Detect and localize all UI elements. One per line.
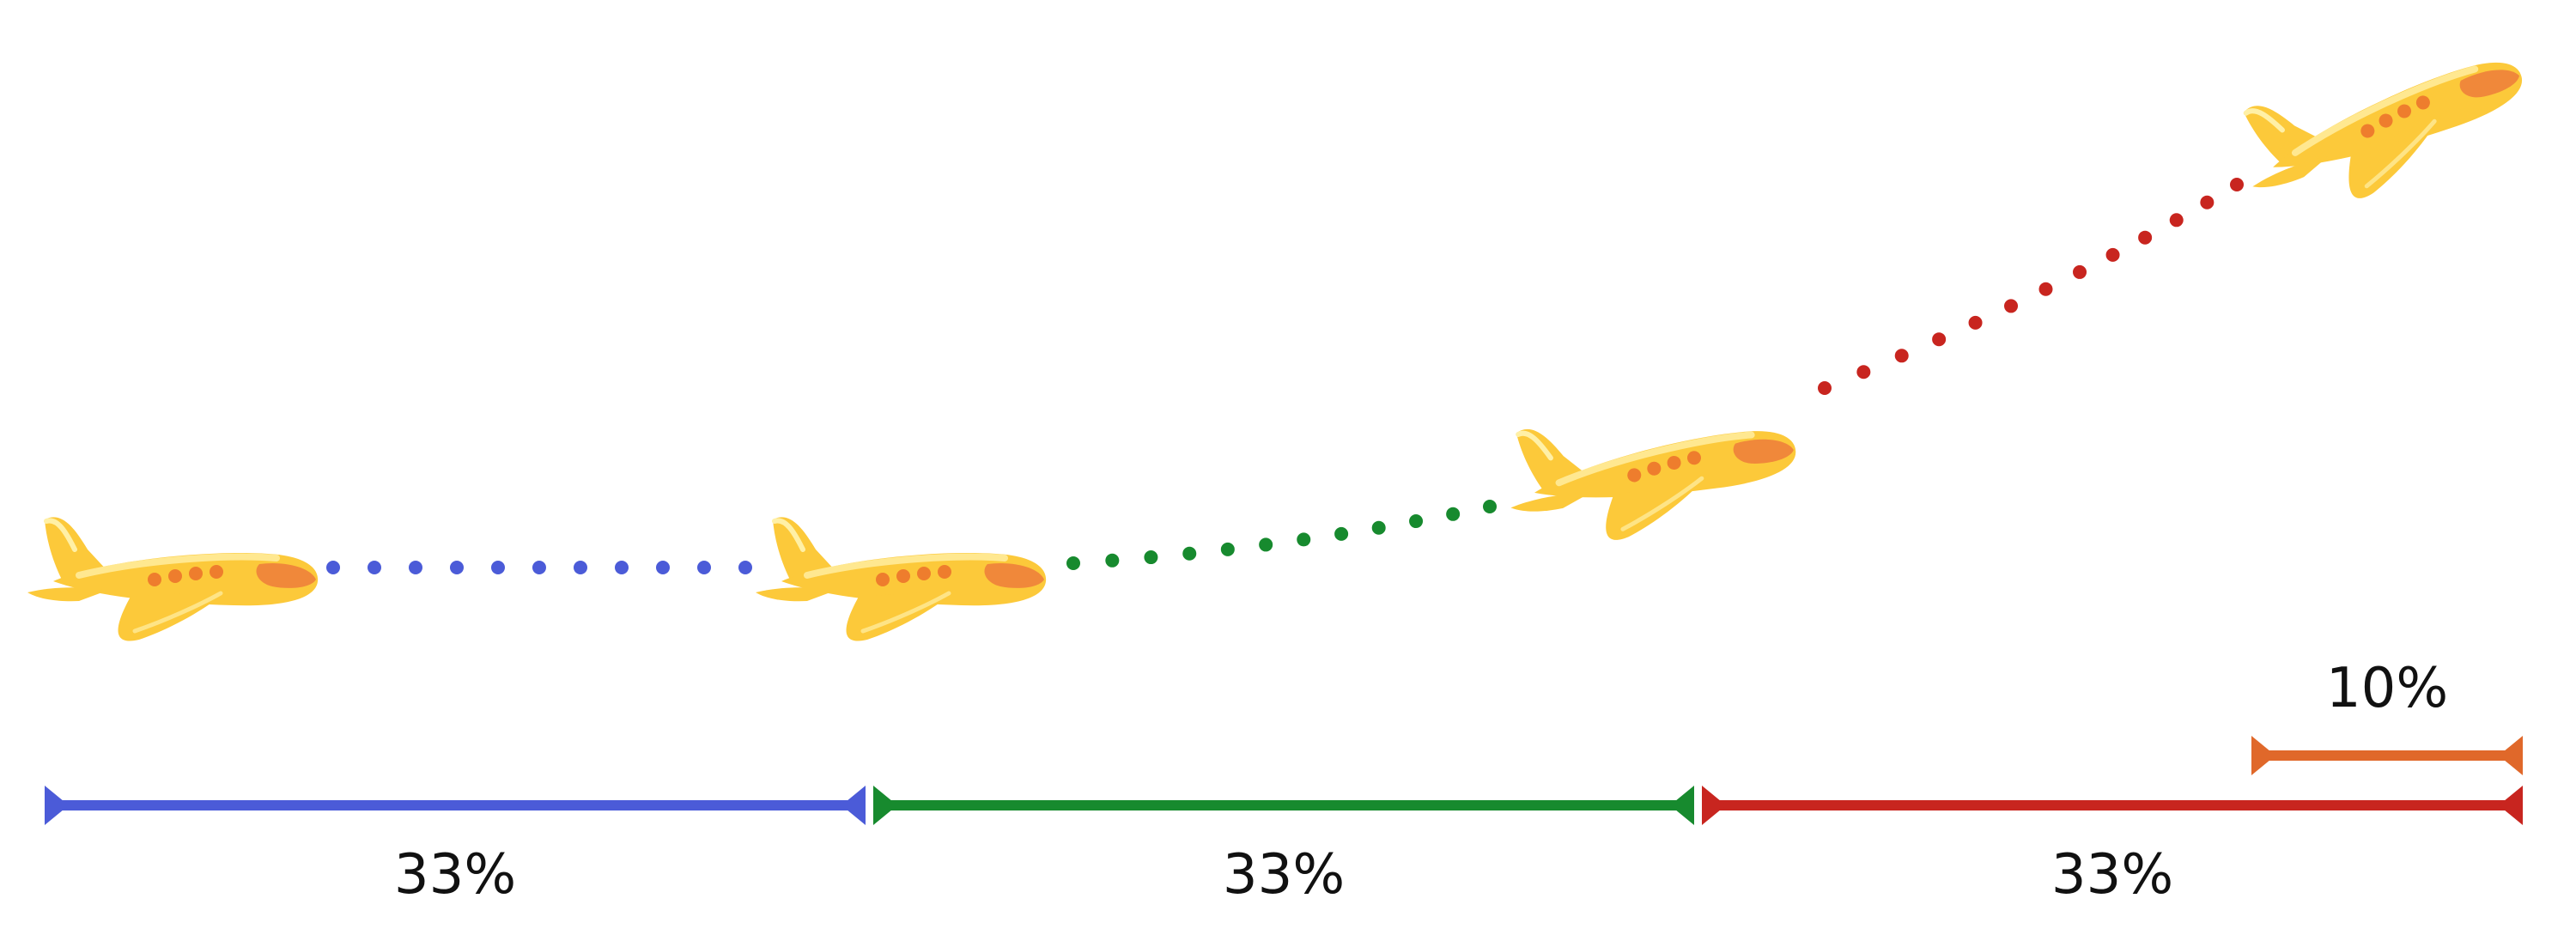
path-dot — [450, 561, 464, 574]
phase-brackets — [45, 736, 2523, 825]
path-dot — [2138, 230, 2153, 245]
path-dot — [326, 561, 340, 574]
path-dot — [1932, 332, 1947, 347]
path-dot — [1259, 537, 1273, 552]
path-dot — [1066, 556, 1080, 570]
bracket-segment-3 — [1702, 786, 2523, 825]
path-dot — [2200, 195, 2215, 209]
path-dot — [1182, 546, 1197, 561]
path-dot — [1371, 520, 1386, 535]
bracket-segment-2 — [873, 786, 1694, 825]
path-dot — [1144, 550, 1158, 565]
flight-paths — [326, 178, 2244, 574]
path-dot — [1856, 365, 1871, 379]
airplane-icon — [2227, 16, 2542, 232]
path-dot — [409, 561, 422, 574]
path-dot — [615, 561, 629, 574]
bracket-segment-1 — [45, 786, 866, 825]
path-dot — [2038, 282, 2053, 296]
flight-path-climb — [1066, 500, 1497, 570]
path-dot — [368, 561, 381, 574]
path-dot — [1297, 532, 1311, 547]
airplane-icon — [1499, 388, 1806, 555]
airplane-icon — [756, 517, 1046, 640]
flight-path-steep-climb — [1818, 178, 2244, 395]
path-dot — [1894, 349, 1909, 363]
segment-3-percent-label: 33% — [2051, 843, 2173, 907]
path-dot — [532, 561, 546, 574]
segment-1-percent-label: 33% — [394, 843, 516, 907]
path-dot — [656, 561, 670, 574]
bracket-final-segment — [2251, 736, 2523, 775]
segment-2-percent-label: 33% — [1223, 843, 1345, 907]
path-dot — [1968, 315, 1983, 330]
path-dot — [574, 561, 587, 574]
path-dot — [1220, 542, 1235, 556]
path-dot — [1105, 553, 1120, 568]
path-dot — [2105, 247, 2120, 262]
path-dot — [738, 561, 752, 574]
path-dot — [2073, 264, 2087, 279]
path-dot — [697, 561, 711, 574]
path-dot — [1409, 514, 1424, 529]
phase-labels: 33% 33% 33% 10% — [394, 657, 2448, 907]
path-dot — [2169, 213, 2184, 228]
path-dot — [491, 561, 505, 574]
final-segment-percent-label: 10% — [2326, 657, 2448, 720]
path-dot — [1334, 526, 1349, 541]
airplane-icon — [27, 517, 318, 640]
airplanes — [27, 16, 2542, 640]
flight-path-level — [326, 561, 752, 574]
path-dot — [1446, 507, 1461, 521]
path-dot — [2004, 299, 2019, 313]
path-dot — [2230, 178, 2244, 191]
path-dot — [1818, 381, 1832, 395]
path-dot — [1483, 500, 1497, 513]
